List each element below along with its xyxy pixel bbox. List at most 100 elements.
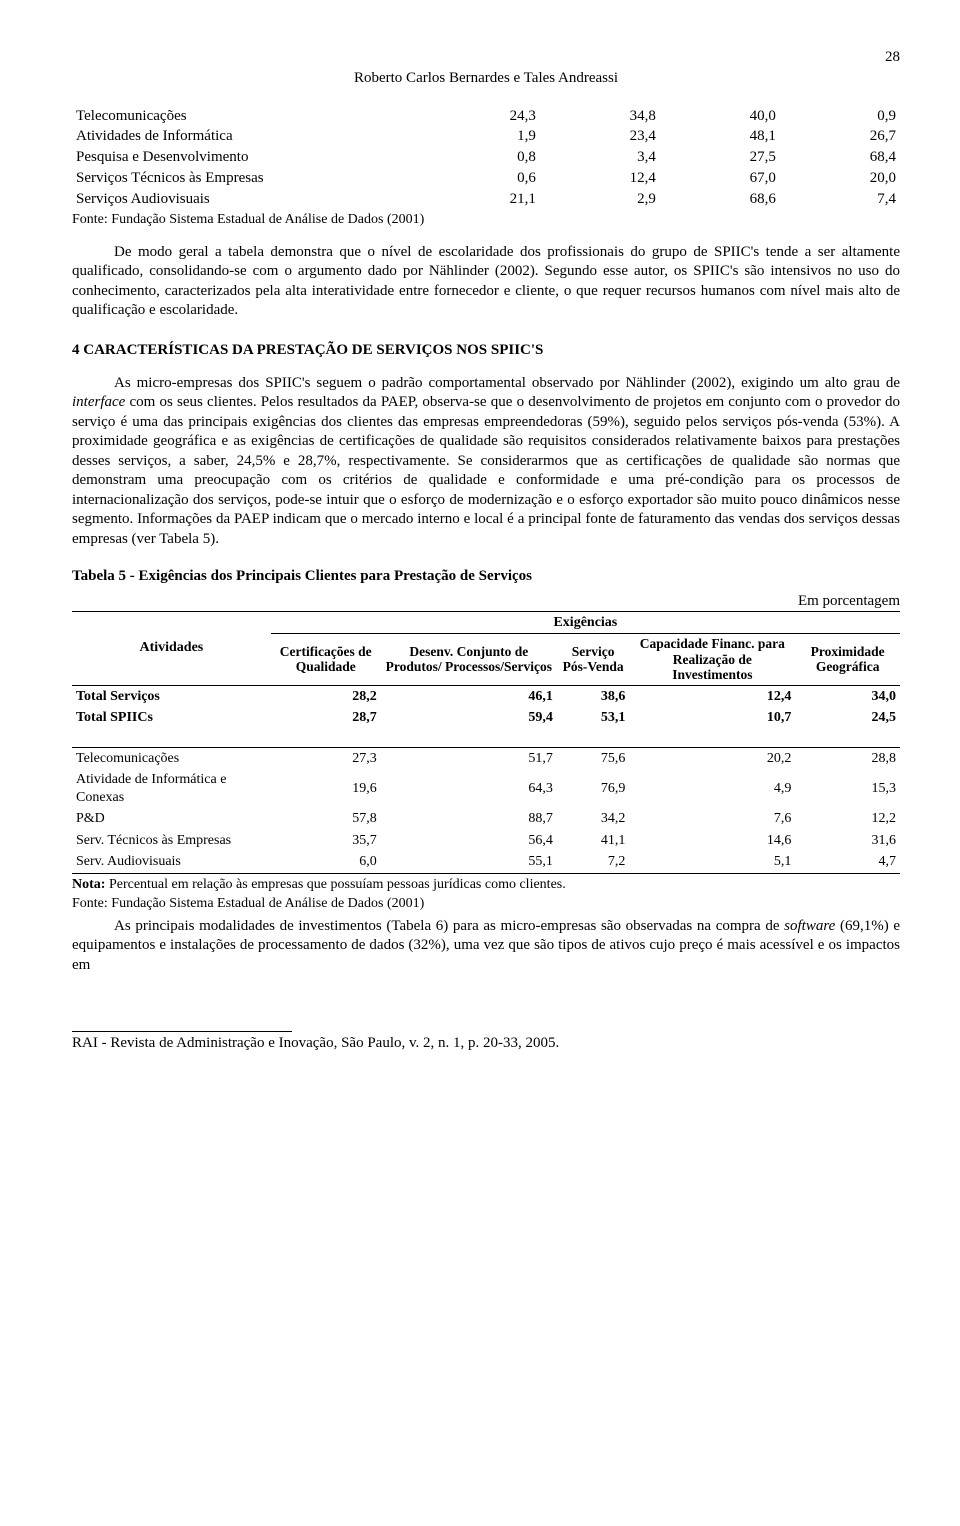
- cell: 7,4: [780, 189, 900, 210]
- cell: 2,9: [540, 189, 660, 210]
- cell: 53,1: [557, 707, 629, 729]
- cell: 46,1: [381, 685, 557, 707]
- cell: 4,9: [629, 769, 795, 808]
- row-label: Serv. Audiovisuais: [72, 851, 271, 873]
- cell: 4,7: [795, 851, 900, 873]
- cell: 27,5: [660, 147, 780, 168]
- table-5: Atividades Exigências Certificações de Q…: [72, 611, 900, 874]
- row-label: P&D: [72, 808, 271, 830]
- row-label: Atividade de Informática e Conexas: [72, 769, 271, 808]
- cell: 67,0: [660, 168, 780, 189]
- cell: 28,8: [795, 747, 900, 769]
- cell: 7,2: [557, 851, 629, 873]
- row-label: Total SPIICs: [72, 707, 271, 729]
- cell: 0,6: [420, 168, 540, 189]
- cell: 12,2: [795, 808, 900, 830]
- table-row: Total Serviços28,246,138,612,434,0: [72, 685, 900, 707]
- cell: 59,4: [381, 707, 557, 729]
- top-table: Telecomunicações24,334,840,00,9Atividade…: [72, 106, 900, 210]
- cell: 68,6: [660, 189, 780, 210]
- table-row: Atividades de Informática1,923,448,126,7: [72, 126, 900, 147]
- cell: 12,4: [540, 168, 660, 189]
- row-label: Serviços Técnicos às Empresas: [72, 168, 420, 189]
- paragraph-3: As principais modalidades de investiment…: [72, 917, 900, 976]
- footer-citation: RAI - Revista de Administração e Inovaçã…: [72, 1034, 900, 1053]
- cell: 10,7: [629, 707, 795, 729]
- table-row: Serv. Técnicos às Empresas35,756,441,114…: [72, 830, 900, 852]
- table-row: P&D57,888,734,27,612,2: [72, 808, 900, 830]
- cell: 48,1: [660, 126, 780, 147]
- cell: 27,3: [271, 747, 381, 769]
- table-row: Serviços Técnicos às Empresas0,612,467,0…: [72, 168, 900, 189]
- table-row: Pesquisa e Desenvolvimento0,83,427,568,4: [72, 147, 900, 168]
- cell: 88,7: [381, 808, 557, 830]
- table-row: Serv. Audiovisuais6,055,17,25,14,7: [72, 851, 900, 873]
- cell: 35,7: [271, 830, 381, 852]
- table-row: Serviços Audiovisuais21,12,968,67,4: [72, 189, 900, 210]
- table-row: Total SPIICs28,759,453,110,724,5: [72, 707, 900, 729]
- row-label: Total Serviços: [72, 685, 271, 707]
- row-label: Atividades de Informática: [72, 126, 420, 147]
- cell: 34,0: [795, 685, 900, 707]
- cell: 56,4: [381, 830, 557, 852]
- super-header: Exigências: [271, 611, 900, 634]
- cell: 1,9: [420, 126, 540, 147]
- cell: 34,2: [557, 808, 629, 830]
- cell: 64,3: [381, 769, 557, 808]
- cell: 75,6: [557, 747, 629, 769]
- cell: 19,6: [271, 769, 381, 808]
- table5-note: Nota: Percentual em relação às empresas …: [72, 876, 900, 894]
- cell: 0,9: [780, 106, 900, 127]
- cell: 38,6: [557, 685, 629, 707]
- cell: 20,2: [629, 747, 795, 769]
- cell: 76,9: [557, 769, 629, 808]
- cell: 24,5: [795, 707, 900, 729]
- row-label: Serv. Técnicos às Empresas: [72, 830, 271, 852]
- cell: 28,7: [271, 707, 381, 729]
- cell: 23,4: [540, 126, 660, 147]
- unit-label: Em porcentagem: [72, 592, 900, 611]
- cell: 31,6: [795, 830, 900, 852]
- table-row: Telecomunicações24,334,840,00,9: [72, 106, 900, 127]
- col-header-atividades: Atividades: [72, 611, 271, 685]
- row-label: Serviços Audiovisuais: [72, 189, 420, 210]
- col-header: Proximidade Geográfica: [795, 634, 900, 686]
- col-header: Desenv. Conjunto de Produtos/ Processos/…: [381, 634, 557, 686]
- cell: 21,1: [420, 189, 540, 210]
- row-label: Telecomunicações: [72, 106, 420, 127]
- cell: 51,7: [381, 747, 557, 769]
- footer-separator: [72, 1031, 292, 1032]
- table5-source: Fonte: Fundação Sistema Estadual de Anál…: [72, 895, 900, 913]
- cell: 5,1: [629, 851, 795, 873]
- cell: 57,8: [271, 808, 381, 830]
- table-source: Fonte: Fundação Sistema Estadual de Anál…: [72, 211, 900, 229]
- paragraph-1: De modo geral a tabela demonstra que o n…: [72, 243, 900, 321]
- col-header: Capacidade Financ. para Realização de In…: [629, 634, 795, 686]
- cell: 6,0: [271, 851, 381, 873]
- cell: 12,4: [629, 685, 795, 707]
- running-head: Roberto Carlos Bernardes e Tales Andreas…: [72, 69, 900, 88]
- cell: 34,8: [540, 106, 660, 127]
- page-number: 28: [72, 48, 900, 67]
- cell: 28,2: [271, 685, 381, 707]
- cell: 14,6: [629, 830, 795, 852]
- paragraph-2: As micro-empresas dos SPIIC's seguem o p…: [72, 374, 900, 550]
- cell: 26,7: [780, 126, 900, 147]
- cell: 7,6: [629, 808, 795, 830]
- row-label: Telecomunicações: [72, 747, 271, 769]
- section-heading: 4 CARACTERÍSTICAS DA PRESTAÇÃO DE SERVIÇ…: [72, 341, 900, 360]
- cell: 0,8: [420, 147, 540, 168]
- cell: 68,4: [780, 147, 900, 168]
- table-row: Atividade de Informática e Conexas19,664…: [72, 769, 900, 808]
- col-header: Serviço Pós-Venda: [557, 634, 629, 686]
- cell: 55,1: [381, 851, 557, 873]
- table5-caption: Tabela 5 - Exigências dos Principais Cli…: [72, 567, 900, 586]
- cell: 20,0: [780, 168, 900, 189]
- table-row: Telecomunicações27,351,775,620,228,8: [72, 747, 900, 769]
- cell: 24,3: [420, 106, 540, 127]
- cell: 15,3: [795, 769, 900, 808]
- cell: 41,1: [557, 830, 629, 852]
- col-header: Certificações de Qualidade: [271, 634, 381, 686]
- row-label: Pesquisa e Desenvolvimento: [72, 147, 420, 168]
- cell: 40,0: [660, 106, 780, 127]
